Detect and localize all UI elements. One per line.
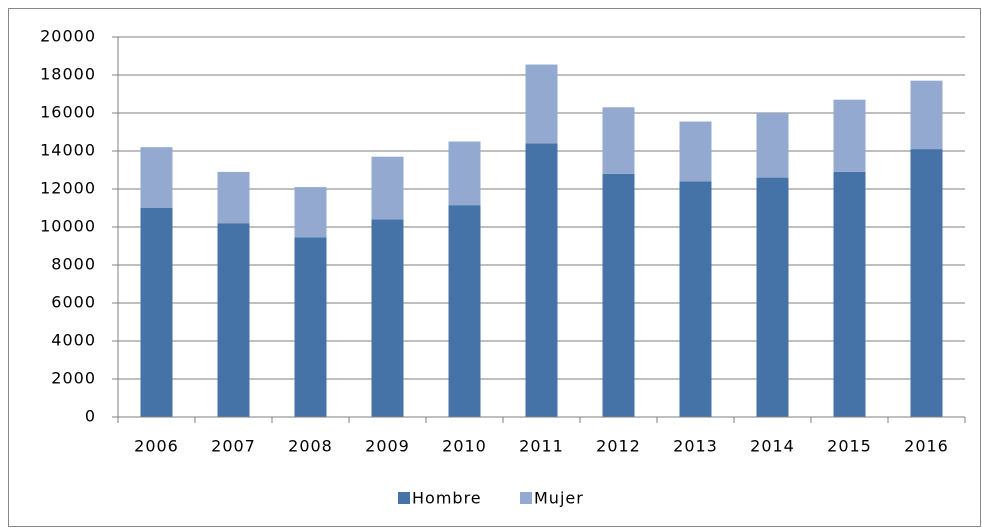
y-tick-label: 2000 [51, 369, 96, 388]
bar-segment [217, 171, 250, 224]
x-tick-label: 2014 [750, 437, 795, 456]
bar-segment [756, 177, 789, 417]
bar-segment [294, 237, 327, 417]
x-tick-label: 2010 [442, 437, 487, 456]
bar-segment [371, 219, 404, 417]
x-tick-label: 2012 [596, 437, 641, 456]
y-tick-label: 16000 [40, 103, 96, 122]
bar-segment [140, 208, 173, 417]
legend-label: Mujer [534, 489, 584, 508]
bar-segment [833, 171, 866, 417]
bar-segment [910, 149, 943, 417]
x-tick-label: 2007 [211, 437, 256, 456]
y-tick-label: 10000 [40, 217, 96, 236]
y-tick-label: 4000 [51, 331, 96, 350]
y-tick-label: 6000 [51, 293, 96, 312]
x-tick-label: 2008 [288, 437, 333, 456]
bar-segment [602, 173, 635, 417]
bar-segment [448, 205, 481, 417]
bar-segment [371, 156, 404, 220]
y-tick-label: 0 [85, 407, 96, 426]
legend-label: Hombre [412, 489, 482, 508]
y-tick-label: 18000 [40, 65, 96, 84]
bar-segment [525, 143, 558, 417]
x-tick-label: 2015 [827, 437, 872, 456]
x-tick-label: 2011 [519, 437, 564, 456]
y-tick-label: 8000 [51, 255, 96, 274]
bar-segment [910, 80, 943, 150]
y-tick-label: 14000 [40, 141, 96, 160]
bar-segment [756, 113, 789, 178]
bar-segment [448, 141, 481, 206]
legend-swatch [398, 492, 410, 504]
x-tick-label: 2009 [365, 437, 410, 456]
y-tick-label: 12000 [40, 179, 96, 198]
y-tick-label: 20000 [40, 27, 96, 46]
bar-segment [525, 64, 558, 144]
bar-segment [140, 147, 173, 208]
x-tick-label: 2016 [904, 437, 949, 456]
bar-segment [602, 107, 635, 174]
x-tick-label: 2006 [134, 437, 179, 456]
bar-segment [833, 99, 866, 172]
bar-segment [294, 187, 327, 238]
x-tick-label: 2013 [673, 437, 718, 456]
bar-segment [217, 223, 250, 417]
bar-segment [679, 121, 712, 182]
bar-segment [679, 181, 712, 417]
legend-swatch [520, 492, 532, 504]
